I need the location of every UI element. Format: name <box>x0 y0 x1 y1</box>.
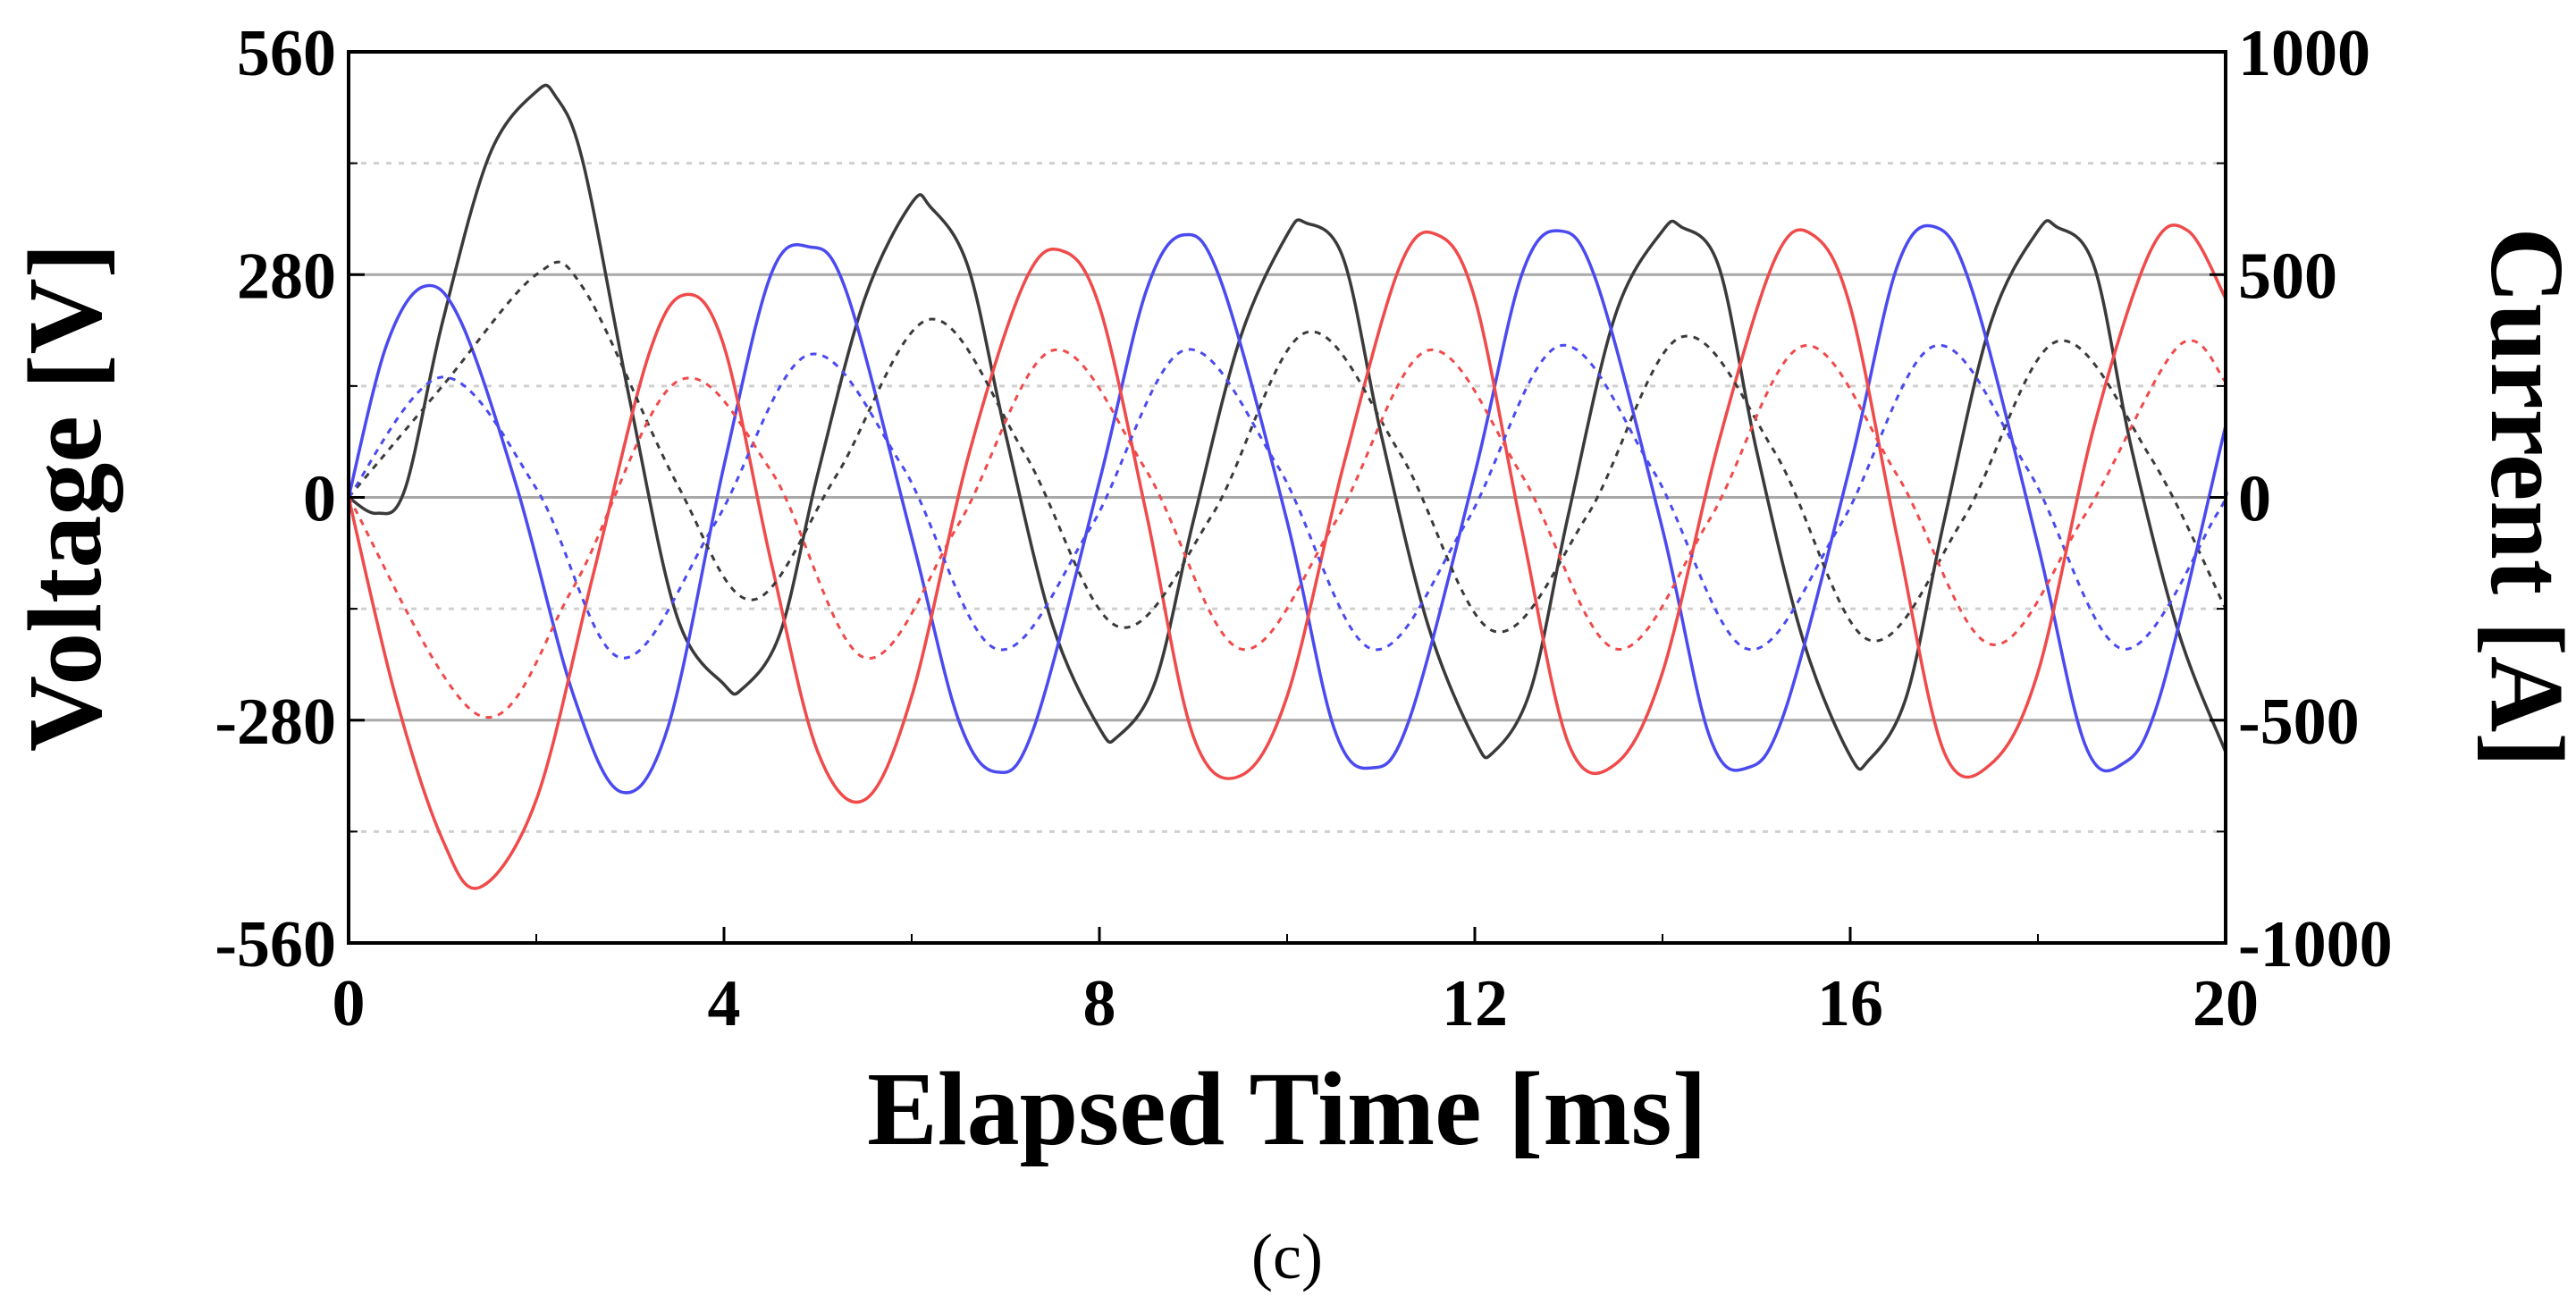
y-left-tick-label: 560 <box>237 17 336 90</box>
series-line-right-dashed-3 <box>347 260 2227 643</box>
y-right-tick-label: 1000 <box>2238 17 2370 90</box>
y-left-tick-label: 0 <box>303 463 336 536</box>
x-tick-label: 16 <box>1817 967 1883 1040</box>
tick-labels: 0 4 8 12 16 20 560 280 0 -280 -560 1000 500 0 -500 -100… <box>215 17 2392 1040</box>
y-right-tick-label: -1000 <box>2238 908 2393 981</box>
series-line-left-solid-0 <box>348 83 2227 771</box>
y-right-tick-label: -500 <box>2238 686 2360 759</box>
figure-caption: (c) <box>1251 1221 1323 1292</box>
x-tick-label: 0 <box>333 967 366 1040</box>
series-line-left-solid-2 <box>347 223 2227 890</box>
series-line-right-dashed-4 <box>347 343 2228 660</box>
y-right-tick-label: 0 <box>2238 463 2271 536</box>
grid-lines <box>349 162 2226 833</box>
series-layer <box>347 83 2228 890</box>
x-tick-label: 20 <box>2193 967 2259 1040</box>
series-line-left-solid-1 <box>347 223 2227 795</box>
y-right-tick-label: 500 <box>2238 240 2337 313</box>
series-line-right-dashed-5 <box>347 339 2227 720</box>
x-tick-label: 4 <box>708 967 741 1040</box>
y-left-tick-label: 280 <box>237 240 336 313</box>
y-left-tick-label: -560 <box>215 908 336 981</box>
x-tick-label: 8 <box>1083 967 1116 1040</box>
x-axis-title: Elapsed Time [ms] <box>867 1050 1707 1167</box>
x-tick-label: 12 <box>1442 967 1508 1040</box>
y-axis-right-title: Current [A] <box>2469 227 2576 767</box>
tick-marks <box>347 50 2227 945</box>
y-axis-left-title: Voltage [V] <box>6 243 123 752</box>
y-left-tick-label: -280 <box>215 686 336 759</box>
